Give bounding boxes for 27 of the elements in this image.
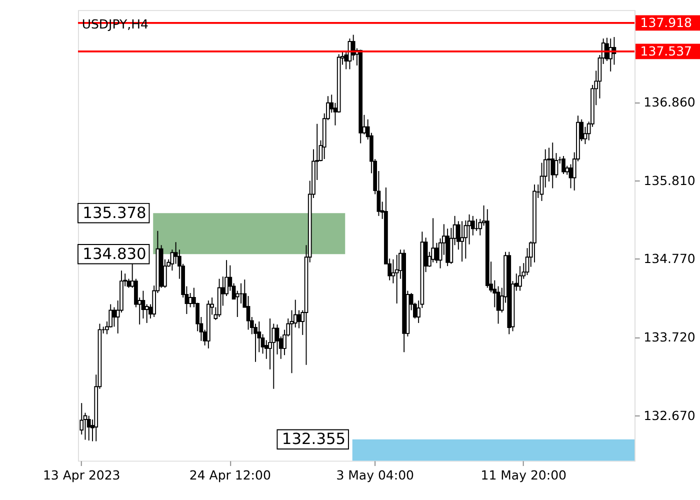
y-tick-label: 136.860	[644, 94, 696, 110]
candlestick	[246, 296, 250, 330]
candlestick	[460, 220, 464, 262]
ref-line-label: 137.918	[640, 14, 692, 30]
y-tick-label: 135.810	[644, 173, 696, 188]
candlestick	[518, 266, 522, 292]
y-tick-label: 133.720	[644, 330, 696, 345]
x-tick-label: 24 Apr 12:00	[189, 467, 271, 482]
candlestick	[86, 415, 91, 441]
candlestick	[112, 306, 116, 328]
candlestick	[431, 218, 435, 263]
annotation: 132.355	[282, 430, 346, 448]
x-tick-label: 11 May 20:00	[480, 467, 567, 482]
candlestick	[275, 324, 280, 355]
candlestick	[554, 152, 558, 178]
annotation: 134.830	[82, 244, 146, 263]
ref-line-label: 137.537	[640, 43, 692, 58]
candlestick	[297, 310, 301, 329]
y-tick-label: 134.770	[644, 250, 696, 266]
candlestick	[550, 142, 555, 189]
y-tick-label: 132.670	[644, 408, 696, 424]
candlestick	[562, 156, 566, 174]
x-tick-label: 13 Apr 2023	[42, 467, 120, 482]
x-tick-label: 3 May 04:00	[336, 467, 414, 482]
candlestick	[188, 292, 192, 308]
annotation: 135.378	[82, 204, 146, 222]
candlestick	[144, 304, 149, 324]
